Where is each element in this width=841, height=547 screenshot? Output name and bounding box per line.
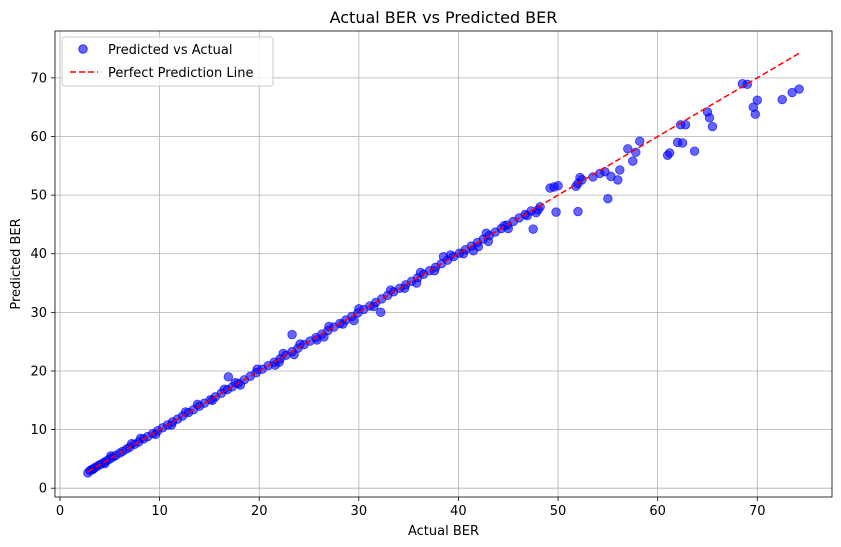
y-tick-label: 50	[30, 189, 47, 204]
legend-box	[61, 36, 274, 87]
plot-frame	[54, 30, 833, 498]
data-point	[677, 138, 688, 148]
data-point	[481, 228, 492, 238]
data-point	[750, 109, 760, 119]
data-point	[223, 372, 234, 382]
data-point	[635, 136, 645, 146]
x-axis-label: Actual BER	[408, 524, 479, 539]
perfect-line-segment	[87, 52, 800, 473]
data-point	[603, 193, 613, 204]
data-point	[468, 246, 479, 256]
data-point	[704, 113, 715, 123]
data-point	[411, 278, 422, 288]
data-point	[689, 146, 700, 156]
x-tick-label: 0	[56, 504, 64, 519]
data-point	[535, 202, 545, 212]
data-point	[664, 148, 675, 158]
data-point	[553, 181, 563, 191]
legend-label-line: Perfect Prediction Line	[108, 66, 253, 81]
data-point	[252, 364, 262, 374]
data-point	[415, 267, 426, 278]
legend-marker-scatter	[78, 44, 88, 54]
data-point	[680, 120, 691, 130]
legend-label-scatter: Predicted vs Actual	[108, 43, 232, 58]
chart-title: Actual BER vs Predicted BER	[330, 8, 558, 27]
y-axis-label: Predicted BER	[9, 218, 24, 309]
x-tick-label: 50	[550, 504, 567, 519]
scatter-points	[83, 79, 804, 478]
x-ticks: 0 10 20 30 40 50 60 70	[56, 497, 766, 519]
y-tick-label: 0	[39, 482, 47, 497]
y-tick-label: 70	[30, 71, 47, 86]
data-point	[613, 175, 623, 185]
data-point	[438, 251, 449, 262]
data-point	[528, 224, 538, 234]
data-point	[354, 304, 364, 314]
data-point	[794, 84, 804, 94]
data-point	[752, 95, 762, 105]
data-point	[349, 315, 359, 326]
x-tick-label: 30	[351, 504, 368, 519]
data-point	[100, 458, 110, 469]
x-tick-label: 60	[649, 504, 666, 519]
data-point	[615, 165, 625, 175]
x-tick-label: 10	[151, 504, 168, 519]
y-ticks: 0 10 20 30 40 50 60 70	[30, 71, 55, 497]
data-point	[287, 329, 297, 340]
y-tick-label: 20	[30, 364, 47, 379]
data-point	[628, 156, 638, 166]
x-tick-label: 40	[450, 504, 467, 519]
y-tick-label: 30	[30, 306, 47, 321]
y-tick-label: 10	[30, 423, 47, 438]
data-point	[707, 121, 718, 132]
data-point	[376, 307, 386, 318]
perfect-prediction-line	[87, 52, 800, 473]
data-point	[399, 283, 410, 294]
legend: Predicted vs Actual Perfect Prediction L…	[61, 36, 274, 87]
y-tick-label: 60	[30, 130, 47, 145]
data-point	[777, 94, 787, 105]
data-point	[429, 266, 440, 276]
x-tick-label: 70	[749, 504, 766, 519]
x-tick-label: 20	[251, 504, 268, 519]
y-tick-label: 40	[30, 247, 47, 262]
data-point	[573, 206, 583, 217]
data-point	[551, 207, 561, 217]
data-point	[623, 144, 633, 154]
data-point	[369, 301, 379, 312]
